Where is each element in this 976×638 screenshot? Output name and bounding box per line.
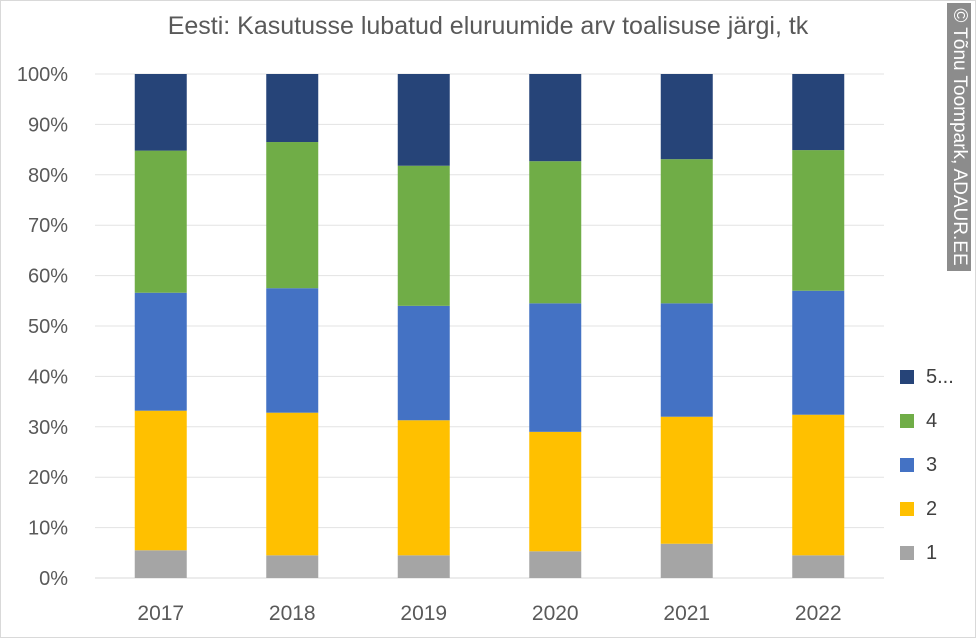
bar-segment-2017-2 xyxy=(134,410,187,551)
chart-legend: 5... 4 3 2 1 xyxy=(900,355,954,575)
bar-segment-2017-1 xyxy=(134,550,187,578)
bar-segment-2022-2 xyxy=(792,414,845,556)
legend-swatch xyxy=(900,458,914,472)
y-tick-label: 40% xyxy=(28,366,68,388)
y-tick-label: 20% xyxy=(28,467,68,489)
x-tick-label: 2018 xyxy=(269,602,316,625)
bar-segment-2021-2 xyxy=(660,416,713,544)
bar-segment-2017-4 xyxy=(134,150,187,293)
legend-label: 5... xyxy=(926,365,954,388)
legend-swatch xyxy=(900,414,914,428)
y-tick-label: 70% xyxy=(28,215,68,237)
bar-segment-2020-2 xyxy=(529,431,582,552)
x-tick-label: 2020 xyxy=(532,602,579,625)
bar-segment-2019-1 xyxy=(397,555,450,578)
legend-item: 4 xyxy=(900,399,954,443)
y-tick-label: 100% xyxy=(17,64,68,86)
bar-segment-2017-5 xyxy=(134,74,187,151)
legend-label: 1 xyxy=(926,541,938,564)
y-tick-label: 60% xyxy=(28,266,68,288)
bar-segment-2020-5 xyxy=(529,74,582,162)
legend-swatch xyxy=(900,546,914,560)
y-tick-label: 90% xyxy=(28,114,68,136)
bar-segment-2018-3 xyxy=(266,288,319,413)
chart-title: Eesti: Kasutusse lubatud eluruumide arv … xyxy=(167,12,809,40)
legend-label: 2 xyxy=(926,497,938,520)
legend-label: 3 xyxy=(926,453,938,476)
bar-segment-2019-2 xyxy=(397,420,450,556)
bar-segment-2021-3 xyxy=(660,303,713,417)
y-tick-label: 10% xyxy=(28,518,68,540)
legend-item: 2 xyxy=(900,487,954,531)
bar-segment-2022-3 xyxy=(792,290,845,415)
x-tick-label: 2021 xyxy=(663,602,710,625)
bar-segment-2021-4 xyxy=(660,159,713,304)
legend-item: 3 xyxy=(900,443,954,487)
bar-segment-2017-3 xyxy=(134,292,187,411)
x-tick-label: 2017 xyxy=(137,602,184,625)
x-tick-label: 2022 xyxy=(795,602,842,625)
bar-segment-2021-5 xyxy=(660,74,713,160)
x-tick-label: 2019 xyxy=(400,602,447,625)
y-tick-label: 30% xyxy=(28,417,68,439)
bar-segment-2022-5 xyxy=(792,74,845,151)
bar-segment-2019-4 xyxy=(397,165,450,306)
legend-swatch xyxy=(900,502,914,516)
legend-item: 1 xyxy=(900,531,954,575)
y-tick-label: 80% xyxy=(28,165,68,187)
bar-segment-2022-1 xyxy=(792,555,845,578)
watermark-text: © Tõnu Toompark, ADAUR.EE xyxy=(949,8,970,266)
legend-swatch xyxy=(900,370,914,384)
bar-segment-2018-4 xyxy=(266,142,319,289)
bar-segment-2018-5 xyxy=(266,74,319,143)
bar-segment-2021-1 xyxy=(660,543,713,578)
y-tick-label: 0% xyxy=(39,568,68,590)
legend-item: 5... xyxy=(900,355,954,399)
y-tick-label: 50% xyxy=(28,316,68,338)
bar-segment-2018-1 xyxy=(266,555,319,578)
bar-segment-2019-3 xyxy=(397,305,450,421)
watermark: © Tõnu Toompark, ADAUR.EE xyxy=(946,2,972,272)
bar-segment-2019-5 xyxy=(397,74,450,166)
bar-segment-2020-4 xyxy=(529,161,582,304)
bar-segment-2022-4 xyxy=(792,150,845,291)
bar-segment-2020-3 xyxy=(529,303,582,432)
legend-label: 4 xyxy=(926,409,938,432)
bar-segment-2018-2 xyxy=(266,412,319,556)
bar-segment-2020-1 xyxy=(529,551,582,578)
